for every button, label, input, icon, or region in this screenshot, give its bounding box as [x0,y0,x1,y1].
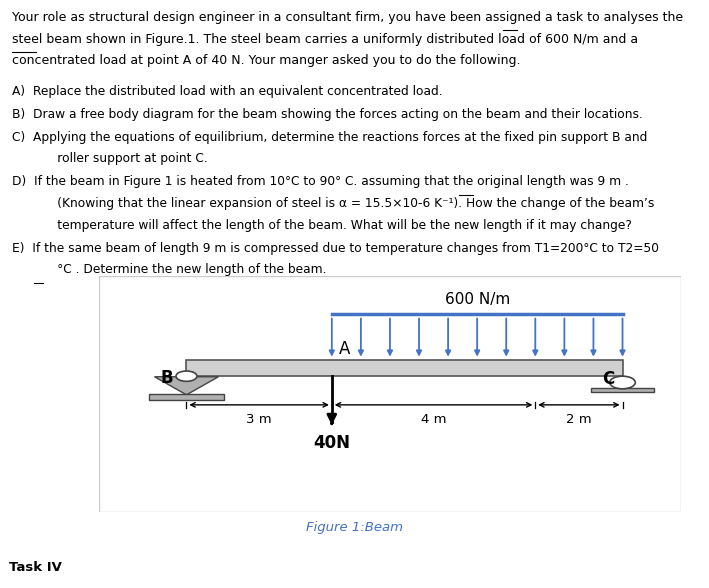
Text: D)  If the beam in Figure 1 is heated from 10°C to 90° C. assuming that the orig: D) If the beam in Figure 1 is heated fro… [12,175,629,188]
Text: C: C [602,370,615,388]
Circle shape [610,376,635,389]
Bar [186,360,623,376]
Text: roller support at point C.: roller support at point C. [34,152,208,165]
Bar [591,387,654,392]
Text: 600 N/m: 600 N/m [445,292,510,307]
Text: Task IV: Task IV [9,560,62,573]
Text: C)  Applying the equations of equilibrium, determine the reactions forces at the: C) Applying the equations of equilibrium… [12,131,647,143]
Text: concentrated load at point A of 40 N. Your manger asked you to do the following.: concentrated load at point A of 40 N. Yo… [12,54,520,67]
Text: B: B [160,369,173,387]
Circle shape [176,371,197,382]
Bar [149,394,224,400]
Text: °C . Determine the new length of the beam.: °C . Determine the new length of the bea… [34,263,326,276]
Text: Figure 1:Beam: Figure 1:Beam [306,521,403,534]
Text: A: A [339,340,350,358]
Text: 40N: 40N [313,433,350,452]
Text: E)  If the same beam of length 9 m is compressed due to temperature changes from: E) If the same beam of length 9 m is com… [12,242,659,255]
Text: B)  Draw a free body diagram for the beam showing the forces acting on the beam : B) Draw a free body diagram for the beam… [12,108,643,121]
Polygon shape [155,377,218,395]
Text: steel beam shown in Figure.1. The steel beam carries a uniformly distributed loa: steel beam shown in Figure.1. The steel … [12,32,638,45]
Text: temperature will affect the length of the beam. What will be the new length if i: temperature will affect the length of th… [34,219,632,232]
Text: Your role as structural design engineer in a consultant firm, you have been assi: Your role as structural design engineer … [12,11,683,24]
Text: A)  Replace the distributed load with an equivalent concentrated load.: A) Replace the distributed load with an … [12,85,442,98]
Text: 3 m: 3 m [246,413,272,426]
Text: 4 m: 4 m [421,413,446,426]
Text: (Knowing that the linear expansion of steel is α = 15.5×10-6 K⁻¹). How the chang: (Knowing that the linear expansion of st… [34,197,654,210]
Text: 2 m: 2 m [566,413,592,426]
